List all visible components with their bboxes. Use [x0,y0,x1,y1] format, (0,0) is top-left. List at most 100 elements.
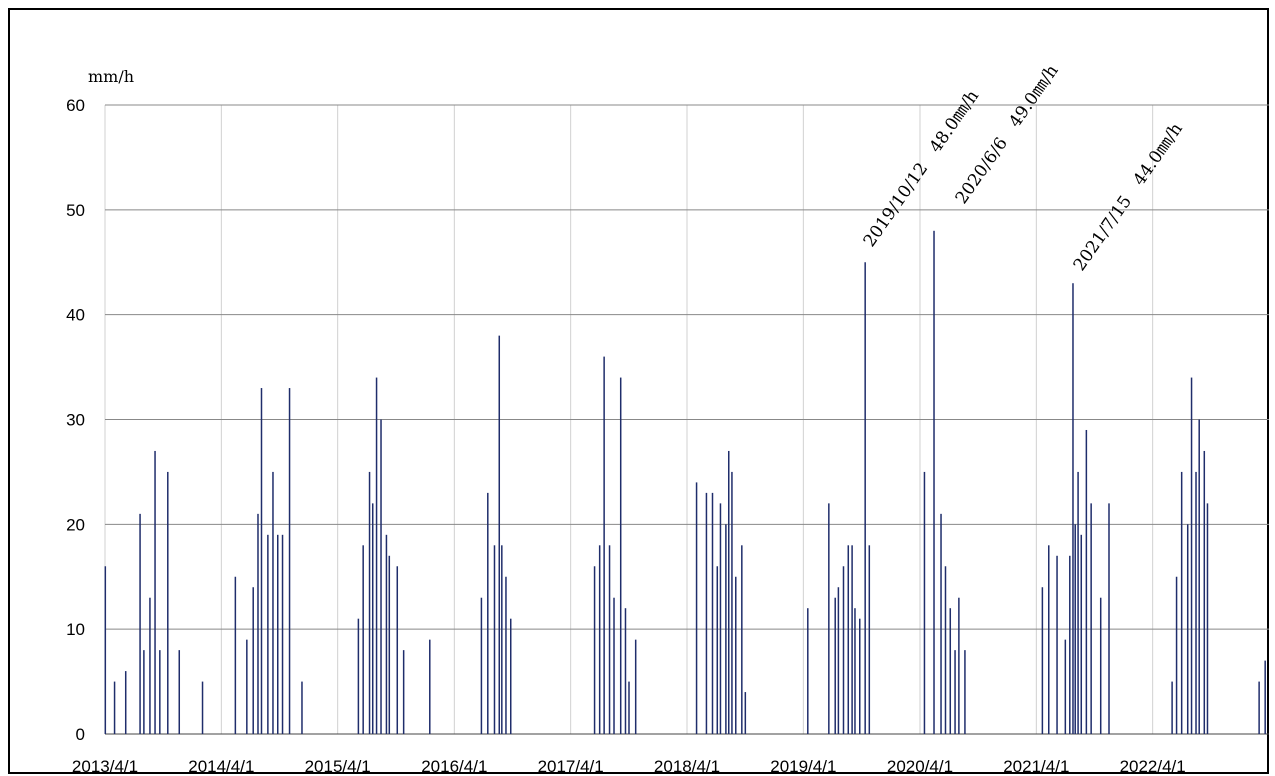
rainfall-bar [864,262,866,734]
rainfall-bar [1041,587,1044,734]
rainfall-bar [1069,555,1071,734]
rainfall-bar [598,545,601,734]
rainfall-bar [1085,429,1088,734]
rainfall-bar [201,681,204,734]
rainfall-bar [705,492,708,734]
rainfall-bar [388,555,391,734]
rainfall-bar [371,503,374,734]
rainfall-bar [695,482,698,734]
rainfall-bar [1074,524,1076,734]
peak-annotation: 2021/7/15 44.0㎜/h [1070,119,1187,274]
rainfall-bar [368,471,371,734]
y-tick-label: 50 [66,201,85,220]
rainfall-bar [124,671,127,734]
y-tick-label: 10 [66,620,85,639]
rainfall-bar [725,524,727,734]
rainfall-bar [940,513,942,734]
rainfall-bar [480,597,483,734]
rainfall-bar [628,681,630,734]
rainfall-bar [154,450,156,734]
x-tick-label: 2022/4/1 [1120,757,1186,776]
rainfall-bar [1258,681,1260,734]
rainfall-bar [113,681,116,734]
rainfall-bar [104,566,107,734]
rainfall-bar [964,650,966,734]
rainfall-bar [272,471,274,734]
rainfall-bar [634,639,637,734]
peak-annotation: 2020/6/6 49.0㎜/h [952,61,1063,208]
rainfall-bar [493,545,496,734]
rainfall-bar [593,566,596,734]
rainfall-bar [1171,681,1173,734]
rainfall-bar [923,471,926,734]
rainfall-bar [260,388,263,734]
rainfall-bar [246,639,248,734]
x-tick-label: 2019/4/1 [770,757,836,776]
rainfall-bar [1190,377,1193,734]
y-tick-label: 20 [66,515,85,534]
rainfall-bar [1099,597,1102,734]
y-axis-unit: mm/h [88,67,134,86]
rainfall-bar [711,492,714,734]
rainfall-bar [603,356,605,734]
rainfall-bar [731,471,733,734]
rainfall-bar [1198,419,1200,734]
rainfall-bar [357,618,360,734]
rainfall-bar [234,576,237,734]
rainfall-bar [1048,545,1050,734]
rainfall-bar [868,545,871,734]
rainfall-bar [619,377,622,734]
rainfall-bar [1186,524,1189,734]
rainfall-bar [958,597,960,734]
rainfall-bar [375,377,378,734]
rainfall-bar [267,534,269,734]
rainfall-bar [1077,471,1079,734]
rainfall-bar [613,597,615,734]
rainfall-bar [139,513,141,734]
x-tick-label: 2015/4/1 [305,757,371,776]
rainfall-bar [735,576,737,734]
x-tick-label: 2018/4/1 [654,757,720,776]
rainfall-bar [1175,576,1178,734]
rainfall-bar [949,608,952,734]
rainfall-bar [167,471,169,734]
rainfall-bar [1080,534,1083,734]
y-tick-label: 60 [66,96,85,115]
x-tick-label: 2021/4/1 [1003,757,1069,776]
rainfall-bar [385,534,388,734]
y-tick-label: 30 [66,411,85,430]
rainfall-bar [429,639,431,734]
rainfall-bar [1090,503,1092,734]
rainfall-bar [944,566,947,734]
rainfall-bar [828,503,830,734]
x-tick-label: 2016/4/1 [421,757,487,776]
rainfall-bar [1203,450,1206,734]
rainfall-bar [257,513,259,734]
rainfall-bar [741,545,743,734]
rainfall-bar [1264,660,1266,734]
rainfall-bar [854,608,856,734]
rainfall-bar [252,587,254,734]
rainfall-bar [1180,471,1183,734]
x-tick-label: 2017/4/1 [538,757,604,776]
rainfall-bar [178,650,181,734]
rainfall-bar [498,335,501,734]
rainfall-bar [728,450,730,734]
rainfall-bar [380,419,382,734]
rainfall-bar [301,681,303,734]
rainfall-bar [159,650,161,734]
y-tick-label: 0 [76,725,85,744]
rainfall-bar [487,492,489,734]
rainfall-bar [149,597,151,734]
x-tick-label: 2014/4/1 [188,757,254,776]
rainfall-bar [288,388,291,734]
rainfall-bar [143,650,145,734]
rainfall-bar [505,576,507,734]
rainfall-bar [837,587,840,734]
rainfall-bar [807,608,809,734]
rainfall-bar [842,566,845,734]
rainfall-bar [402,650,405,734]
rainfall-bar [851,545,853,734]
rainfall-bar [362,545,364,734]
rainfall-bar [1108,503,1110,734]
